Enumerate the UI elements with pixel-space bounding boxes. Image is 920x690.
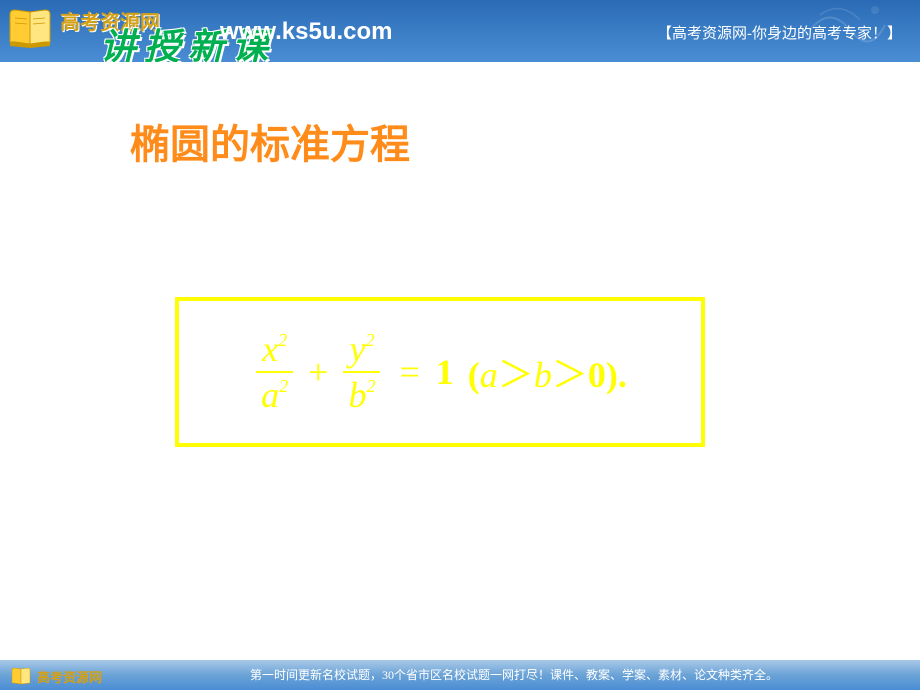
- frac1-numerator: x2: [256, 331, 293, 373]
- var-a: a: [261, 375, 279, 415]
- bottom-bar: 高考资源网 第一时间更新名校试题，30个省市区名校试题一网打尽！课件、教案、学案…: [0, 660, 920, 690]
- cond-gt1: ＞: [498, 355, 534, 395]
- equals-sign: =: [399, 351, 419, 393]
- cond-zero: 0: [588, 355, 606, 395]
- cond-a: a: [480, 355, 498, 395]
- cond-close: ).: [606, 355, 627, 395]
- rhs-one: 1: [436, 351, 454, 393]
- exp-x: 2: [278, 330, 287, 350]
- bottom-logo-text: 高考资源网: [37, 667, 102, 686]
- top-bar: 高考资源网 讲授新课 www.ks5u.com 【高考资源网-你身边的高考专家！…: [0, 0, 920, 62]
- plus-sign: +: [308, 351, 328, 393]
- sub-title: 椭圆的标准方程: [130, 112, 410, 170]
- fraction-1: x2 a2: [255, 331, 294, 413]
- frac1-denominator: a2: [255, 373, 294, 413]
- exp-y: 2: [365, 330, 374, 350]
- cond-b: b: [534, 355, 552, 395]
- main-content: 椭圆的标准方程 x2 a2 + y2 b2: [0, 62, 920, 660]
- condition: (a＞b＞0).: [468, 346, 627, 398]
- var-x: x: [262, 329, 278, 369]
- bottom-book-icon: [10, 665, 34, 687]
- cond-gt2: ＞: [552, 355, 588, 395]
- var-y: y: [349, 329, 365, 369]
- frac2-denominator: b2: [342, 373, 381, 413]
- exp-b: 2: [366, 376, 375, 396]
- book-icon: [5, 2, 60, 50]
- bottom-logo: 高考资源网: [10, 665, 102, 687]
- bottom-text: 第一时间更新名校试题，30个省市区名校试题一网打尽！课件、教案、学案、素材、论文…: [250, 666, 778, 683]
- cond-open: (: [468, 355, 480, 395]
- logo-area: 高考资源网: [5, 2, 60, 50]
- exp-a: 2: [279, 376, 288, 396]
- fraction-2: y2 b2: [342, 331, 381, 413]
- equation-box: x2 a2 + y2 b2 = 1: [175, 297, 705, 447]
- url-text: www.ks5u.com: [220, 18, 393, 46]
- equation: x2 a2 + y2 b2 = 1: [253, 331, 627, 413]
- var-b: b: [348, 375, 366, 415]
- slide-container: 高考资源网 讲授新课 www.ks5u.com 【高考资源网-你身边的高考专家！…: [0, 0, 920, 690]
- slogan: 【高考资源网-你身边的高考专家！】: [657, 22, 902, 43]
- frac2-numerator: y2: [343, 331, 380, 373]
